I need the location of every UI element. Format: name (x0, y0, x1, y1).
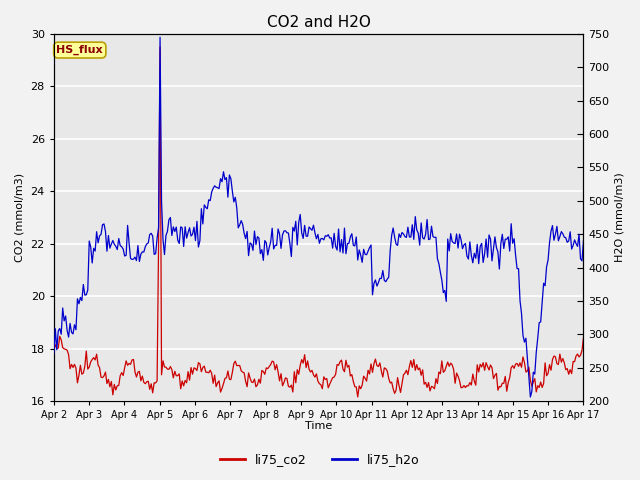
Legend: li75_co2, li75_h2o: li75_co2, li75_h2o (215, 448, 425, 471)
Text: HS_flux: HS_flux (56, 45, 103, 55)
Y-axis label: H2O (mmol/m3): H2O (mmol/m3) (615, 173, 625, 263)
Title: CO2 and H2O: CO2 and H2O (267, 15, 371, 30)
X-axis label: Time: Time (305, 421, 332, 432)
Y-axis label: CO2 (mmol/m3): CO2 (mmol/m3) (15, 173, 25, 262)
